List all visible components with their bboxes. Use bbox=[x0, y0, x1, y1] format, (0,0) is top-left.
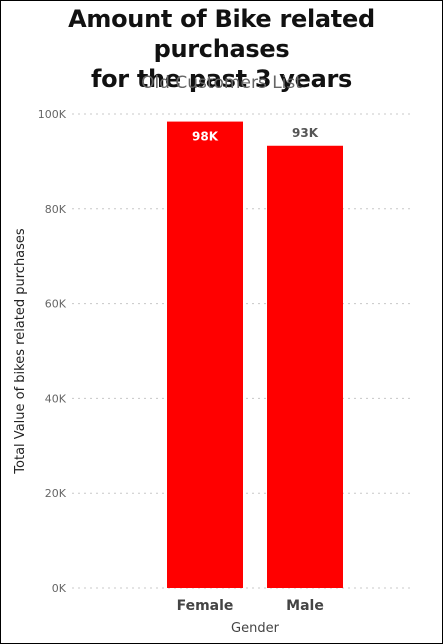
y-tick-label: 40K bbox=[45, 392, 67, 405]
bar-male[interactable] bbox=[267, 145, 343, 588]
x-tick-label: Male bbox=[286, 598, 324, 614]
chart-title: Amount of Bike related purchases for the… bbox=[0, 4, 443, 94]
y-tick-label: 60K bbox=[45, 298, 67, 311]
y-tick-label: 0K bbox=[52, 582, 67, 595]
data-label-male: 93K bbox=[292, 126, 319, 140]
y-axis-label: Total Value of bikes related purchases bbox=[13, 228, 28, 475]
x-tick-label: Female bbox=[177, 598, 234, 614]
chart-subtitle: Old Customers List bbox=[141, 73, 302, 93]
bar-female[interactable] bbox=[167, 121, 243, 589]
x-axis-label: Gender bbox=[231, 621, 280, 636]
y-axis-ticks: 0K 20K 40K 60K 80K 100K bbox=[38, 108, 67, 595]
chart-title-line-2: for the past 3 years bbox=[90, 65, 353, 93]
y-tick-label: 100K bbox=[38, 108, 67, 121]
data-label-female: 98K bbox=[192, 130, 219, 144]
y-tick-label: 20K bbox=[45, 487, 67, 500]
data-labels: 98K 93K bbox=[192, 126, 319, 144]
chart-title-line-1: Amount of Bike related purchases bbox=[68, 5, 375, 63]
bars bbox=[167, 121, 343, 589]
y-tick-label: 80K bbox=[45, 203, 67, 216]
x-axis-ticks: Female Male bbox=[177, 598, 324, 614]
